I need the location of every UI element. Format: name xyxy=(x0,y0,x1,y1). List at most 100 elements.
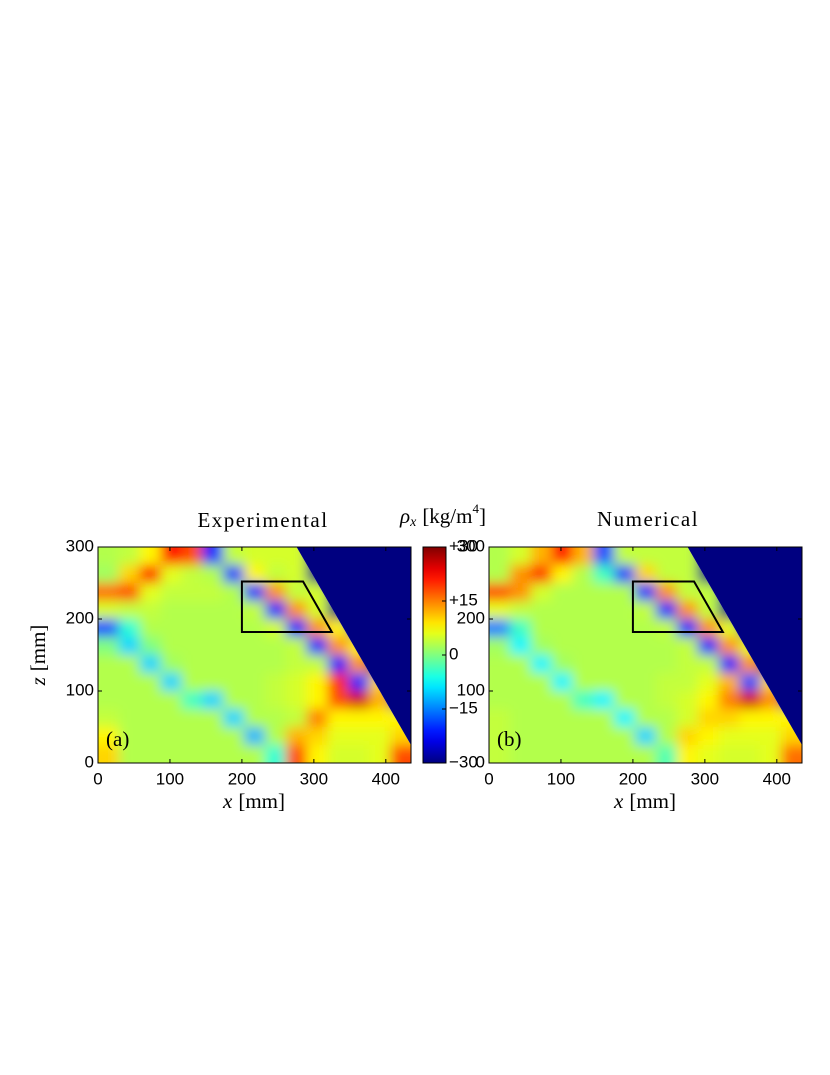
heat-cell xyxy=(160,745,182,763)
heat-cell xyxy=(139,637,162,656)
heat-cell xyxy=(530,565,553,584)
heat-cell xyxy=(739,709,761,728)
heat-cell xyxy=(655,619,678,638)
heat-cell xyxy=(118,637,141,656)
heat-cell xyxy=(530,709,553,728)
heat-cell xyxy=(551,637,573,656)
annotation-box xyxy=(240,580,334,633)
heat-cell xyxy=(390,745,411,763)
heat-cell xyxy=(739,745,761,763)
heat-cell xyxy=(593,691,615,710)
heat-cell xyxy=(551,565,573,584)
heat-cell xyxy=(202,619,224,638)
heat-cell xyxy=(718,655,740,674)
heat-cell xyxy=(572,637,594,656)
heat-cell xyxy=(264,547,287,566)
heat-cell xyxy=(98,691,120,710)
heat-cell xyxy=(181,691,203,710)
heat-cell xyxy=(551,583,573,602)
heat-cell xyxy=(530,745,553,763)
heat-cell xyxy=(244,601,266,620)
y-tick-label: 200 xyxy=(457,608,485,627)
heat-cell xyxy=(739,691,761,710)
heat-cell xyxy=(244,691,266,710)
heat-cell xyxy=(285,637,308,656)
heat-cell xyxy=(530,547,553,566)
heat-cell xyxy=(306,691,329,710)
x-tick-label: 100 xyxy=(547,769,575,788)
heat-cell xyxy=(530,673,553,692)
heat-cell xyxy=(614,745,636,763)
heat-cell xyxy=(98,745,120,763)
heat-cell xyxy=(489,727,511,746)
heat-cell xyxy=(202,673,224,692)
heat-cell xyxy=(118,673,141,692)
heat-cell xyxy=(655,637,678,656)
heat-cell xyxy=(264,745,287,763)
heat-cell xyxy=(635,745,657,763)
heat-cell xyxy=(202,691,224,710)
heat-cell xyxy=(697,619,720,638)
heat-cell xyxy=(223,583,245,602)
heat-cell xyxy=(655,691,678,710)
heat-cell xyxy=(572,601,594,620)
heat-cell xyxy=(98,547,120,566)
heat-cell xyxy=(139,745,162,763)
heat-cell xyxy=(551,727,573,746)
heat-cell xyxy=(593,709,615,728)
heat-cell xyxy=(551,655,573,674)
heat-cell xyxy=(489,619,511,638)
heat-cell xyxy=(118,709,141,728)
heat-cell xyxy=(572,727,594,746)
heat-cell xyxy=(509,673,532,692)
colorbar-tick-label: −15 xyxy=(449,698,478,717)
heat-cell xyxy=(306,601,329,620)
heat-cell xyxy=(635,547,657,566)
heat-cell xyxy=(223,673,245,692)
heat-cell xyxy=(285,655,308,674)
heat-cell xyxy=(306,745,329,763)
heat-cell xyxy=(118,691,141,710)
x-tick-label: 400 xyxy=(372,769,400,788)
heat-cell xyxy=(98,655,120,674)
heat-cell xyxy=(635,709,657,728)
heat-cell xyxy=(244,745,266,763)
heat-cell xyxy=(327,691,349,710)
annotation-box xyxy=(631,580,725,633)
x-axis-label: x [mm] xyxy=(222,789,285,813)
heat-cell xyxy=(509,655,532,674)
heat-cell xyxy=(223,727,245,746)
heat-cell xyxy=(306,655,329,674)
outside-region xyxy=(296,547,411,745)
heat-cell xyxy=(181,565,203,584)
heat-cell xyxy=(509,565,532,584)
heat-cell xyxy=(160,583,182,602)
y-tick-label: 100 xyxy=(66,680,94,699)
heat-cell xyxy=(264,565,287,584)
heat-cell xyxy=(369,727,391,746)
heat-cell xyxy=(655,727,678,746)
panel-title: Experimental xyxy=(197,508,328,532)
heat-cell xyxy=(160,673,182,692)
heat-cell xyxy=(614,727,636,746)
heat-cell xyxy=(551,709,573,728)
heat-cell xyxy=(306,619,329,638)
heat-cell xyxy=(655,601,678,620)
heat-cell xyxy=(160,637,182,656)
heat-cell xyxy=(614,655,636,674)
x-tick-label: 300 xyxy=(691,769,719,788)
heat-cell xyxy=(139,727,162,746)
heat-cell xyxy=(489,655,511,674)
heat-cell xyxy=(635,673,657,692)
heat-cell xyxy=(202,565,224,584)
heat-cell xyxy=(181,547,203,566)
heat-cell xyxy=(697,673,720,692)
heat-cell xyxy=(223,709,245,728)
x-tick-label: 300 xyxy=(300,769,328,788)
heat-cell xyxy=(202,655,224,674)
heat-cell xyxy=(551,745,573,763)
heat-cell xyxy=(327,673,349,692)
heat-cell xyxy=(139,655,162,674)
heat-cell xyxy=(697,637,720,656)
heat-cell xyxy=(160,709,182,728)
